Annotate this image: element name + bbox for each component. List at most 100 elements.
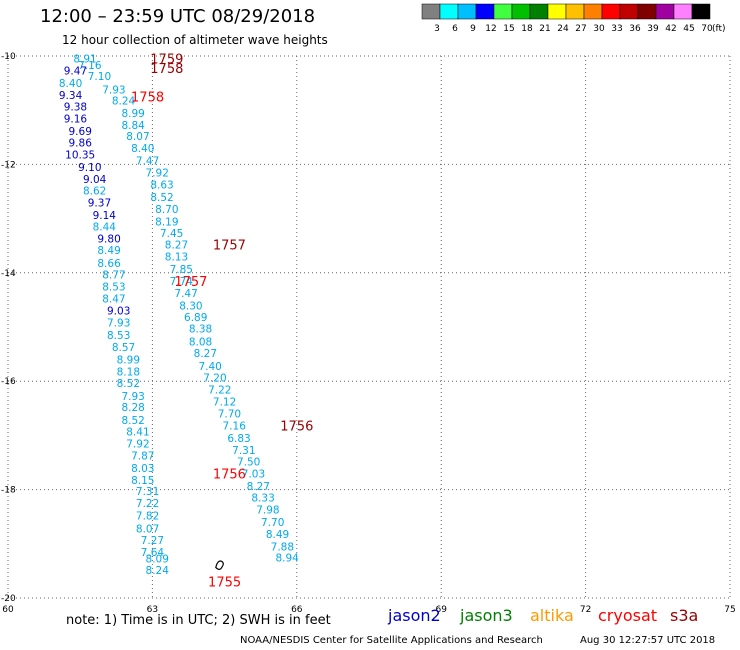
wave-height-point: 8.62 [83, 185, 106, 197]
wave-height-point: 8.03 [131, 463, 154, 475]
wave-height-point: 7.12 [213, 396, 236, 408]
wave-height-point: 8.52 [121, 415, 144, 427]
y-tick-label: -16 [1, 377, 16, 387]
wave-height-point: 8.99 [117, 355, 140, 367]
wave-height-point: 7.31 [232, 445, 255, 457]
wave-height-point: 9.03 [107, 306, 130, 318]
wave-height-point: 8.53 [102, 281, 125, 293]
satellite-legend-jason3: jason3 [460, 606, 513, 625]
wave-height-point: 7.93 [102, 85, 125, 97]
wave-height-point: 8.70 [155, 204, 178, 216]
wave-height-point: 9.80 [97, 234, 120, 246]
pass-time-label: 1759 [150, 53, 183, 68]
y-tick-label: -10 [1, 52, 16, 62]
wave-height-point: 8.38 [189, 324, 212, 336]
wave-height-point: 8.77 [102, 269, 125, 281]
wave-height-point: 8.63 [150, 179, 173, 191]
wave-height-point: 7.92 [146, 168, 169, 180]
wave-height-point: 8.49 [266, 529, 289, 541]
color-scale-label: 18 [521, 24, 533, 34]
satellite-legend-s3a: s3a [670, 606, 699, 625]
wave-height-point: 7.22 [136, 498, 159, 510]
pass-time-label: 1758 [150, 62, 183, 77]
color-scale-label: 36 [629, 24, 641, 34]
wave-height-point: 8.94 [275, 552, 299, 564]
wave-height-point: 8.27 [247, 481, 270, 493]
pass-time-label: 1757 [213, 239, 246, 254]
wave-height-point: 8.66 [97, 258, 121, 270]
wave-height-point: 9.37 [88, 197, 111, 209]
wave-height-point: 8.40 [59, 78, 82, 90]
wave-height-point: 8.19 [155, 216, 178, 228]
wave-height-point: 7.93 [121, 391, 144, 403]
pass-time-label: 1758 [131, 91, 164, 106]
land-marker [215, 560, 224, 570]
wave-height-point: 7.40 [198, 361, 221, 373]
wave-height-point: 7.87 [131, 450, 154, 462]
wave-height-point: 7.20 [203, 372, 226, 384]
wave-height-point: 8.41 [126, 427, 149, 439]
x-tick-label: 69 [435, 605, 447, 615]
x-tick-label: 66 [291, 605, 303, 615]
color-scale-label: 39 [647, 24, 659, 34]
wave-height-point: 6.83 [227, 433, 250, 445]
wave-height-point: 8.13 [165, 252, 188, 264]
wave-height-point: 7.93 [107, 318, 130, 330]
wave-height-point: 8.52 [117, 378, 140, 390]
wave-height-point: 7.27 [141, 535, 164, 547]
color-scale-label: 12 [485, 24, 496, 34]
wave-height-point: 8.33 [251, 493, 274, 505]
wave-height-point: 8.30 [179, 300, 202, 312]
wave-height-point: 8.40 [131, 143, 154, 155]
color-scale-label: 9 [470, 24, 476, 34]
color-scale-label: 33 [611, 24, 622, 34]
wave-height-point: 8.18 [117, 366, 140, 378]
wave-height-point: 7.03 [242, 468, 265, 480]
y-tick-label: -20 [1, 594, 16, 604]
pass-time-label: 1756 [280, 420, 313, 435]
footer-credit: NOAA/NESDIS Center for Satellite Applica… [240, 635, 543, 646]
wave-height-point: 7.22 [208, 384, 231, 396]
color-scale-swatch [691, 3, 711, 20]
wave-height-point: 10.35 [65, 150, 95, 162]
pass-time-label: 1756 [213, 467, 246, 482]
wave-height-point: 7.70 [261, 517, 284, 529]
wave-height-point: 8.24 [146, 565, 170, 577]
wave-height-point: 7.16 [223, 421, 247, 433]
wave-height-point: 8.52 [150, 192, 173, 204]
pass-time-label: 1757 [174, 275, 207, 290]
wave-height-point: 7.74 [170, 276, 194, 288]
wave-height-point: 6.89 [184, 312, 207, 324]
chart-subtitle: 12 hour collection of altimeter wave hei… [62, 33, 328, 47]
wave-height-point: 8.44 [93, 222, 117, 234]
wave-height-point: 8.27 [165, 240, 188, 252]
wave-height-point: 8.07 [136, 524, 159, 536]
y-tick-label: -12 [1, 160, 16, 170]
wave-height-point: 7.47 [174, 288, 197, 300]
wave-height-point: 9.38 [64, 101, 87, 113]
wave-height-point: 9.16 [64, 113, 88, 125]
color-scale-label: 6 [452, 24, 458, 34]
wave-height-point: 7.10 [88, 71, 111, 83]
wave-height-point: 8.07 [126, 131, 149, 143]
wave-height-point: 9.04 [83, 174, 107, 186]
wave-height-point: 7.92 [126, 439, 149, 451]
footer-timestamp: Aug 30 12:27:57 UTC 2018 [580, 635, 716, 646]
wave-height-point: 8.24 [112, 95, 136, 107]
wave-height-point: 8.57 [112, 342, 135, 354]
wave-height-point: 7.45 [160, 228, 183, 240]
satellite-legend-altika: altika [530, 606, 574, 625]
wave-height-point: 7.98 [256, 505, 279, 517]
x-tick-label: 75 [724, 605, 735, 615]
color-scale-label: 21 [539, 24, 550, 34]
wave-height-point: 9.14 [93, 210, 117, 222]
wave-height-point: 8.47 [102, 293, 125, 305]
wave-height-point: 9.86 [69, 138, 93, 150]
color-scale-label: 24 [557, 24, 569, 34]
color-scale-label: 15 [503, 24, 514, 34]
wave-height-point: 9.10 [78, 162, 101, 174]
satellite-legend-cryosat: cryosat [598, 606, 658, 625]
wave-height-point: 7.82 [136, 511, 159, 523]
x-tick-label: 63 [147, 605, 158, 615]
x-tick-label: 72 [580, 605, 591, 615]
